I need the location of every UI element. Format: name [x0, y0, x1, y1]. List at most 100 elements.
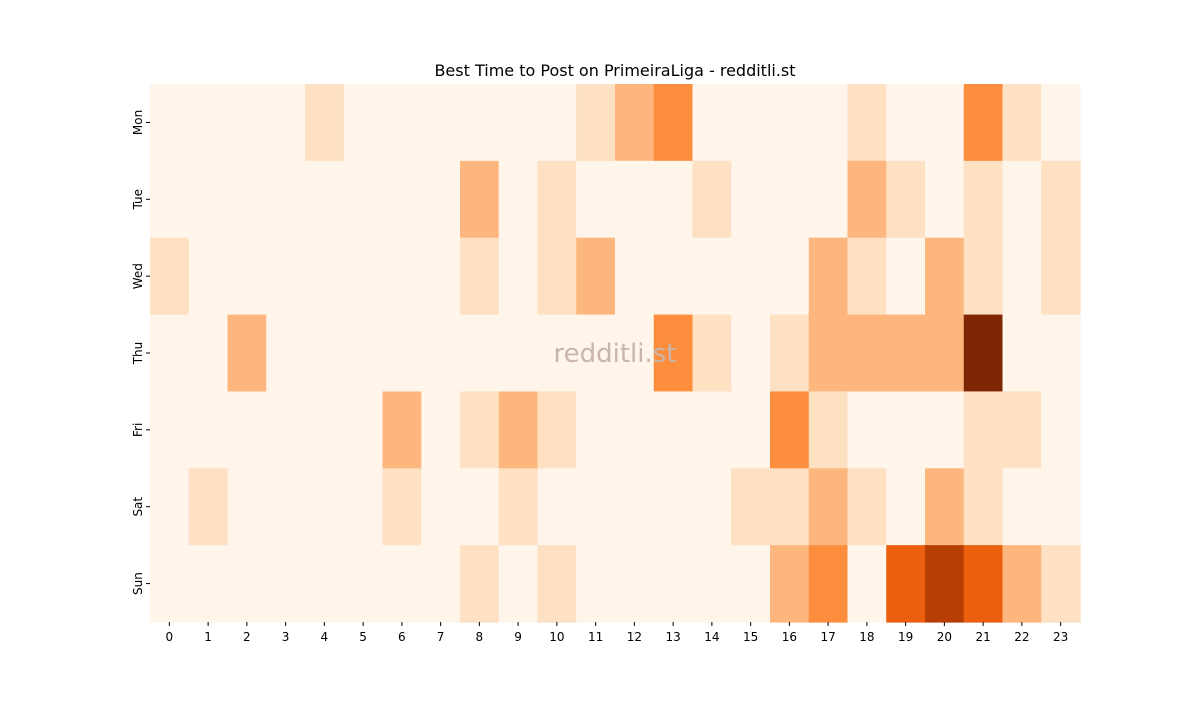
x-tick-label: 10 [549, 630, 564, 644]
heatmap-cell-sat-4 [305, 468, 345, 546]
heatmap-cell-mon-11 [576, 84, 616, 162]
heatmap-cell-thu-11 [576, 314, 616, 393]
heatmap-cell-fri-16 [770, 391, 810, 469]
heatmap-cell-sat-16 [770, 468, 810, 546]
heatmap-cell-sun-19 [886, 545, 926, 623]
heatmap-cell-thu-12 [615, 314, 655, 393]
heatmap-cell-fri-14 [692, 391, 732, 469]
x-tick-label: 2 [243, 630, 251, 644]
heatmap-cell-tue-14 [692, 160, 732, 239]
x-tick-label: 14 [704, 630, 719, 644]
heatmap-cell-sun-16 [770, 545, 810, 623]
heatmap-cell-sat-14 [692, 468, 732, 546]
heatmap-cell-tue-3 [266, 160, 306, 239]
heatmap-cell-sun-7 [421, 545, 461, 623]
heatmap-cell-sun-10 [537, 545, 577, 623]
heatmap-cell-fri-4 [305, 391, 345, 469]
heatmap-cell-wed-23 [1041, 237, 1081, 316]
heatmap-cell-thu-0 [150, 314, 190, 393]
heatmap-cell-wed-7 [421, 237, 461, 316]
heatmap-cell-mon-21 [963, 84, 1004, 162]
heatmap-cell-tue-22 [1002, 160, 1042, 239]
heatmap-cell-sun-11 [576, 545, 616, 623]
heatmap-cell-sat-10 [537, 468, 577, 546]
heatmap-cell-mon-12 [615, 84, 655, 162]
x-tick-label: 13 [665, 630, 680, 644]
heatmap-cell-wed-0 [150, 237, 190, 316]
heatmap-cell-sat-1 [188, 468, 229, 546]
x-axis: 0 1 2 3 4 5 6 7 8 9 10 11 12 13 14 15 16 17 18 19 20 21 22 23 [166, 622, 1068, 644]
heatmap-cell-wed-5 [343, 237, 384, 316]
heatmap-cell-wed-19 [886, 237, 926, 316]
heatmap-cell-tue-21 [963, 160, 1004, 239]
heatmap-cell-sun-5 [343, 545, 384, 623]
heatmap-cell-wed-10 [537, 237, 577, 316]
heatmap-cell-thu-17 [808, 314, 849, 393]
heatmap-cell-wed-8 [460, 237, 500, 316]
heatmap-cell-tue-1 [188, 160, 229, 239]
heatmap-cell-fri-2 [227, 391, 267, 469]
heatmap-cell-sun-0 [150, 545, 190, 623]
heatmap-cell-tue-2 [227, 160, 267, 239]
heatmap-cell-thu-7 [421, 314, 461, 393]
heatmap-cell-thu-14 [692, 314, 732, 393]
heatmap-cell-sat-7 [421, 468, 461, 546]
heatmap-cell-thu-2 [227, 314, 267, 393]
heatmap-cell-fri-10 [537, 391, 577, 469]
y-tick-label: Wed [131, 263, 145, 289]
heatmap-cell-thu-9 [498, 314, 539, 393]
heatmap-cell-mon-18 [847, 84, 887, 162]
x-tick-label: 6 [398, 630, 406, 644]
y-axis: Mon Tue Wed Thu Fri Sat Sun [131, 110, 150, 595]
heatmap-cell-mon-20 [925, 84, 965, 162]
y-tick-label: Thu [131, 342, 145, 366]
heatmap-cell-thu-13 [653, 314, 694, 393]
chart-title: Best Time to Post on PrimeiraLiga - redd… [434, 61, 795, 80]
x-tick-label: 15 [743, 630, 758, 644]
heatmap-cell-wed-17 [808, 237, 849, 316]
y-tick-label: Tue [131, 189, 145, 211]
heatmap-cell-sat-18 [847, 468, 887, 546]
x-tick-label: 11 [588, 630, 603, 644]
heatmap-cell-sun-18 [847, 545, 887, 623]
heatmap-cell-thu-21 [963, 314, 1004, 393]
heatmap-cell-tue-7 [421, 160, 461, 239]
heatmap-cell-fri-1 [188, 391, 229, 469]
heatmap-cell-tue-0 [150, 160, 190, 239]
heatmap-cell-sat-21 [963, 468, 1004, 546]
heatmap-cell-wed-13 [653, 237, 694, 316]
x-tick-label: 12 [627, 630, 642, 644]
heatmap-cell-fri-3 [266, 391, 306, 469]
heatmap-cell-tue-5 [343, 160, 384, 239]
heatmap-cell-fri-5 [343, 391, 384, 469]
heatmap-cell-tue-13 [653, 160, 694, 239]
heatmap-cell-thu-15 [731, 314, 771, 393]
heatmap-cell-wed-6 [382, 237, 422, 316]
heatmap-cell-fri-22 [1002, 391, 1042, 469]
heatmap-cell-sun-22 [1002, 545, 1042, 623]
heatmap-cell-fri-18 [847, 391, 887, 469]
heatmap-cell-mon-10 [537, 84, 577, 162]
heatmap-cell-tue-16 [770, 160, 810, 239]
heatmap-cell-tue-6 [382, 160, 422, 239]
heatmap-cell-fri-8 [460, 391, 500, 469]
heatmap-cell-wed-18 [847, 237, 887, 316]
heatmap-cell-fri-19 [886, 391, 926, 469]
heatmap-cell-mon-4 [305, 84, 345, 162]
heatmap-cell-tue-8 [460, 160, 500, 239]
heatmap-cell-sun-8 [460, 545, 500, 623]
heatmap-cell-wed-3 [266, 237, 306, 316]
heatmap-cell-tue-12 [615, 160, 655, 239]
heatmap-cell-thu-1 [188, 314, 229, 393]
heatmap-cell-wed-14 [692, 237, 732, 316]
heatmap-cell-thu-4 [305, 314, 345, 393]
heatmap-cell-thu-5 [343, 314, 384, 393]
x-tick-label: 20 [937, 630, 952, 644]
heatmap-cell-thu-6 [382, 314, 422, 393]
heatmap-cell-sat-19 [886, 468, 926, 546]
heatmap-cell-wed-20 [925, 237, 965, 316]
heatmap-cell-wed-21 [963, 237, 1004, 316]
heatmap-cell-mon-5 [343, 84, 384, 162]
heatmap-cell-fri-0 [150, 391, 190, 469]
